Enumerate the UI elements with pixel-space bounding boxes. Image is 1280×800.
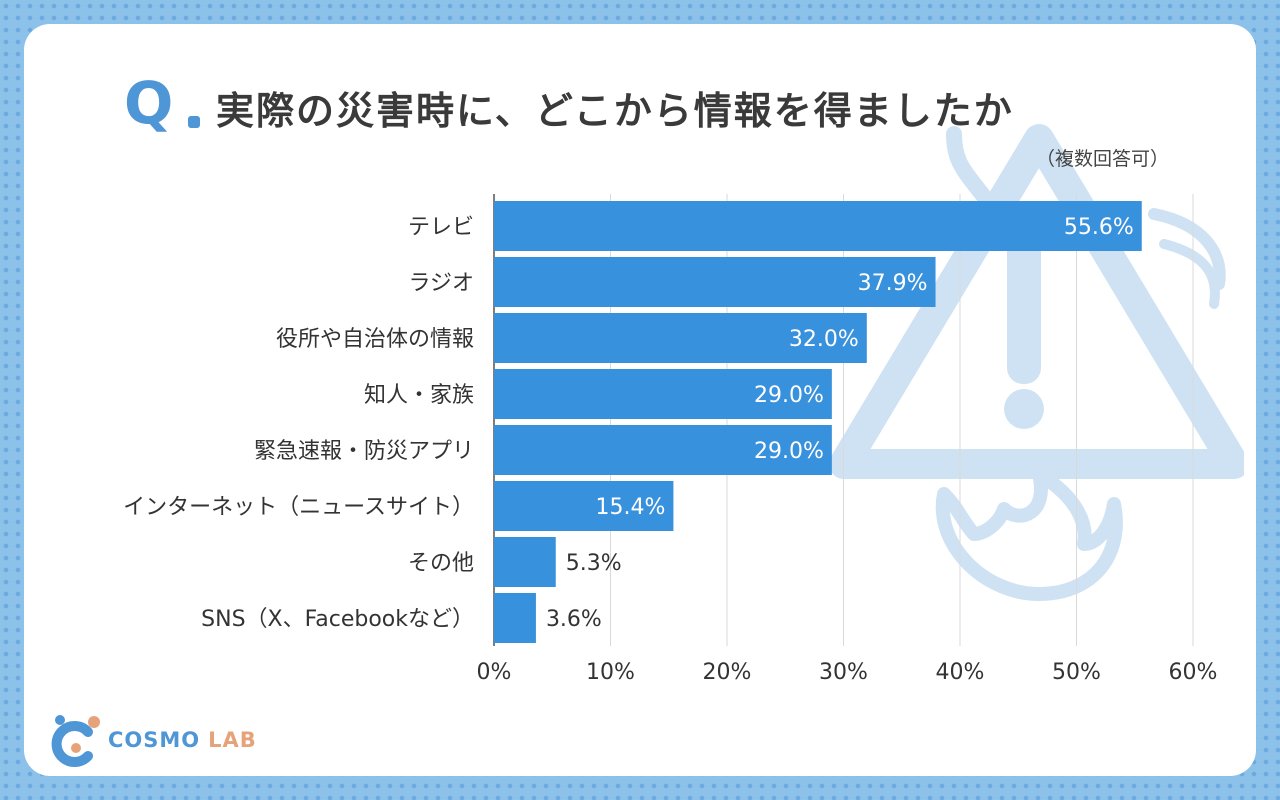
x-tick-label: 60% (1169, 660, 1218, 685)
cosmo-lab-logo-icon (51, 715, 100, 767)
x-tick-label: 40% (936, 660, 985, 685)
category-label: その他 (408, 551, 474, 576)
category-label: 役所や自治体の情報 (276, 327, 474, 352)
logo-text-lab: LAB (208, 728, 257, 752)
bar (494, 201, 1142, 251)
category-label: 緊急速報・防災アプリ (254, 439, 474, 464)
bar (494, 425, 832, 475)
bar (494, 537, 556, 587)
bar-layer (494, 201, 1142, 643)
category-label: SNS（X、Facebookなど） (201, 607, 474, 632)
bar-chart: 0% 10% 20% 30% 40% 50% 60% テレビ 55.6% ラジオ 37.9% 役所や自… (123, 194, 1217, 685)
value-label: 37.9% (858, 271, 928, 296)
card: Q 実際の災害時に、どこから情報を得ましたか （複数回答可） 0% 10% 20% 3… (24, 24, 1256, 776)
category-label: テレビ (408, 215, 474, 240)
value-label: 15.4% (596, 495, 666, 520)
label-layer: 0% 10% 20% 30% 40% 50% 60% テレビ 55.6% ラジオ 37.9% 役所や自… (123, 215, 1217, 685)
logo-text: COSMO LAB (108, 728, 257, 752)
category-label: インターネット（ニュースサイト） (123, 495, 474, 520)
x-tick-label: 30% (819, 660, 868, 685)
x-tick-label: 20% (703, 660, 752, 685)
q-mark: Q (124, 69, 174, 137)
bar (494, 257, 936, 307)
logo-text-cosmo: COSMO (108, 728, 201, 752)
value-label: 55.6% (1064, 215, 1134, 240)
value-label: 5.3% (566, 551, 622, 576)
page-title: 実際の災害時に、どこから情報を得ましたか (216, 89, 1014, 133)
bar (494, 593, 536, 643)
bar (494, 369, 832, 419)
x-tick-label: 50% (1052, 660, 1101, 685)
x-tick-label: 10% (586, 660, 635, 685)
value-label: 3.6% (546, 607, 602, 632)
subtitle: （複数回答可） (1036, 148, 1170, 170)
x-tick-label: 0% (477, 660, 512, 685)
category-label: 知人・家族 (364, 383, 474, 408)
value-label: 32.0% (789, 327, 859, 352)
bar (494, 313, 867, 363)
category-label: ラジオ (408, 271, 474, 296)
q-dot (188, 116, 200, 128)
bar (494, 481, 674, 531)
value-label: 29.0% (754, 439, 824, 464)
value-label: 29.0% (754, 383, 824, 408)
